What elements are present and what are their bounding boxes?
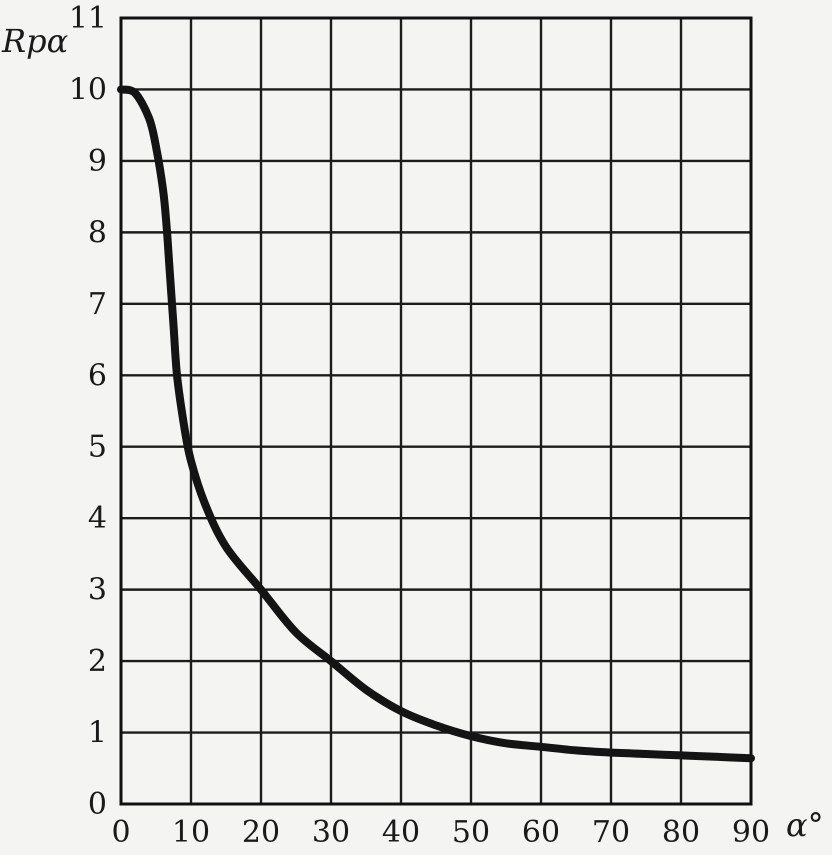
series-group: [117, 85, 755, 763]
axes: [119, 16, 753, 806]
x-axis-label: α°: [786, 806, 824, 844]
x-tick-label: 80: [662, 815, 700, 850]
x-tick-label: 60: [522, 815, 560, 850]
x-tick-label: 50: [452, 815, 490, 850]
x-tick-label: 10: [172, 815, 210, 850]
x-tick-label: 90: [732, 815, 770, 850]
y-tick-label: 5: [88, 430, 107, 465]
y-tick-labels: 0 1 2 3 4 5 6 7 8 9 10 11: [69, 1, 107, 822]
y-tick-label: 10: [69, 72, 107, 107]
y-tick-label: 8: [88, 215, 107, 250]
y-axis-label: Rpα: [1, 22, 68, 60]
x-tick-label: 0: [111, 815, 130, 850]
series-line: [117, 85, 755, 763]
y-tick-label: 11: [69, 1, 107, 36]
plot-frame: [119, 16, 753, 806]
x-tick-label: 40: [382, 815, 420, 850]
y-tick-label: 4: [88, 501, 107, 536]
y-tick-label: 9: [88, 144, 107, 179]
y-tick-label: 1: [88, 716, 107, 751]
y-tick-label: 0: [88, 787, 107, 822]
y-tick-label: 6: [88, 358, 107, 393]
x-tick-label: 20: [242, 815, 280, 850]
x-tick-label: 70: [592, 815, 630, 850]
y-tick-label: 2: [88, 644, 107, 679]
x-tick-label: 30: [312, 815, 350, 850]
y-tick-label: 7: [88, 287, 107, 322]
y-tick-label: 3: [88, 573, 107, 608]
grid: [119, 16, 753, 806]
x-tick-labels: 0 10 20 30 40 50 60 70 80 90: [111, 815, 770, 850]
